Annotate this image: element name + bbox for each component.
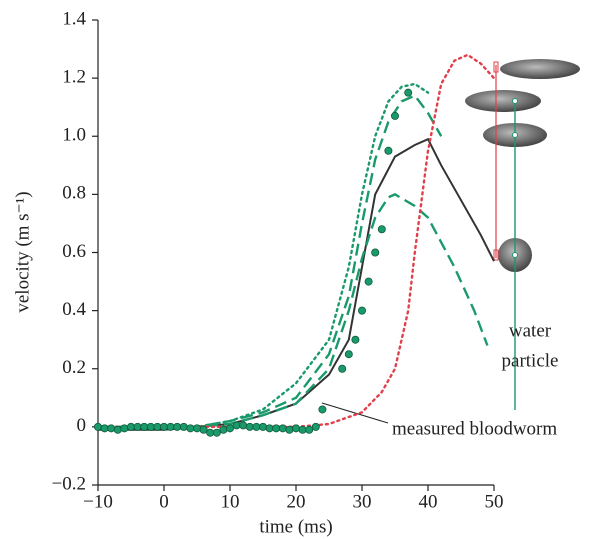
series-line xyxy=(96,53,496,429)
data-point xyxy=(232,421,241,430)
y-tick-label: 0.2 xyxy=(62,357,86,378)
data-point xyxy=(159,422,168,431)
y-tick-label: 1.4 xyxy=(62,8,86,29)
data-point xyxy=(311,422,320,431)
data-point xyxy=(192,424,201,433)
x-tick-label: 50 xyxy=(485,491,504,512)
data-point xyxy=(384,146,393,155)
x-tick-label: 10 xyxy=(221,491,240,512)
y-tick-label: 1.2 xyxy=(62,66,86,87)
annotation: particle xyxy=(502,350,559,371)
data-point xyxy=(199,425,208,434)
data-point xyxy=(133,422,142,431)
data-point xyxy=(173,422,182,431)
data-point xyxy=(265,424,274,433)
y-tick-label: 0 xyxy=(77,415,87,436)
data-point xyxy=(351,335,360,344)
data-point xyxy=(305,425,314,434)
data-point xyxy=(219,425,228,434)
data-point xyxy=(113,425,122,434)
data-point xyxy=(179,422,188,431)
data-point xyxy=(206,428,215,437)
data-point xyxy=(390,111,399,120)
data-point xyxy=(100,424,109,433)
y-tick-label: 0.8 xyxy=(62,183,86,204)
series-line xyxy=(96,82,430,429)
annotation-leader xyxy=(321,402,389,424)
y-tick-label: 0.4 xyxy=(62,299,86,320)
x-tick-label: 0 xyxy=(159,491,169,512)
data-point xyxy=(404,88,413,97)
data-point xyxy=(94,422,103,431)
data-point xyxy=(140,422,149,431)
series-line xyxy=(98,193,489,429)
x-tick-label: 20 xyxy=(287,491,306,512)
data-point xyxy=(371,248,380,257)
series-line xyxy=(98,137,495,431)
data-point xyxy=(127,422,136,431)
x-axis-label: time (ms) xyxy=(259,516,332,537)
droplet-images xyxy=(465,59,580,410)
x-tick-label: 30 xyxy=(353,491,372,512)
data-point xyxy=(186,424,195,433)
data-point xyxy=(285,425,294,434)
data-point xyxy=(239,421,248,430)
data-point xyxy=(107,424,116,433)
annotation: water xyxy=(509,320,552,341)
data-point xyxy=(338,364,347,373)
data-point xyxy=(344,350,353,359)
data-point xyxy=(212,428,221,437)
data-point xyxy=(252,422,261,431)
data-point xyxy=(120,424,129,433)
data-point xyxy=(364,277,373,286)
data-point xyxy=(258,422,267,431)
x-tick-label: 40 xyxy=(419,491,438,512)
data-point xyxy=(377,225,386,234)
annotation: measured bloodworm xyxy=(392,418,557,439)
data-point xyxy=(298,425,307,434)
data-point xyxy=(153,422,162,431)
data-point xyxy=(166,422,175,431)
x-tick-label: −10 xyxy=(83,491,113,512)
data-point xyxy=(146,422,155,431)
data-point xyxy=(245,422,254,431)
y-axis-label: velocity (m s⁻¹) xyxy=(12,191,33,312)
y-tick-label: 1.0 xyxy=(62,125,86,146)
data-point xyxy=(357,306,366,315)
y-tick-label: −0.2 xyxy=(52,473,86,494)
data-point xyxy=(225,424,234,433)
data-point xyxy=(291,424,300,433)
data-point xyxy=(272,424,281,433)
y-tick-label: 0.6 xyxy=(62,241,86,262)
data-point xyxy=(278,424,287,433)
data-point xyxy=(318,405,327,414)
